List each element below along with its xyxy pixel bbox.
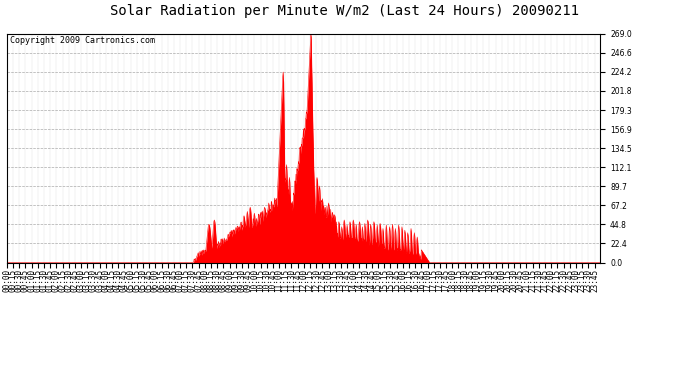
Text: Copyright 2009 Cartronics.com: Copyright 2009 Cartronics.com: [10, 36, 155, 45]
Text: Solar Radiation per Minute W/m2 (Last 24 Hours) 20090211: Solar Radiation per Minute W/m2 (Last 24…: [110, 4, 580, 18]
